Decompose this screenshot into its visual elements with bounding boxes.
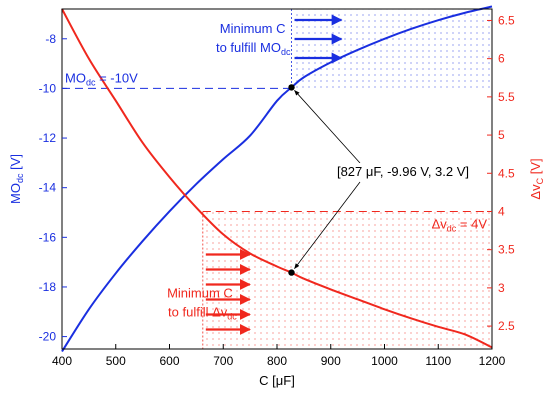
callout-arrow-lower xyxy=(294,181,361,270)
min-c-blue-line1: Minimum C xyxy=(220,21,286,36)
left-tick-label: -18 xyxy=(39,280,57,294)
x-tick-label: 900 xyxy=(321,354,341,368)
x-axis-label: C [μF] xyxy=(259,373,295,388)
series-line-dv xyxy=(61,8,493,349)
red-feasible-region xyxy=(202,211,492,349)
blue-feasible-region xyxy=(291,9,492,89)
right-tick-label: 5 xyxy=(498,128,505,142)
x-tick-label: 400 xyxy=(52,354,72,368)
left-tick-label: -12 xyxy=(39,131,57,145)
point-label-background xyxy=(345,163,461,181)
mo-threshold-label: MOdc = -10V xyxy=(65,70,138,87)
right-tick-label: 6.5 xyxy=(498,13,515,27)
x-tick-label: 1100 xyxy=(425,354,451,368)
left-axis-ticks: -20 -18 -16 -14 -12 -10 -8 xyxy=(39,32,67,344)
x-tick-label: 1200 xyxy=(479,354,506,368)
right-tick-label: 4 xyxy=(498,204,505,218)
left-tick-label: -14 xyxy=(39,181,57,195)
min-c-red-line2: to fulfill Δvdc xyxy=(168,304,237,321)
red-arrows xyxy=(205,248,251,335)
right-tick-label: 4.5 xyxy=(498,166,515,180)
x-tick-label: 600 xyxy=(159,354,179,368)
dv-threshold-label: Δvdc = 4V xyxy=(432,216,488,233)
right-tick-label: 6 xyxy=(498,52,505,66)
right-axis-ticks: 2.5 3 3.5 4 4.5 5 5.5 6 6.5 xyxy=(487,13,515,333)
x-tick-label: 700 xyxy=(213,354,233,368)
right-tick-label: 3.5 xyxy=(498,243,515,257)
left-tick-label: -8 xyxy=(45,32,56,46)
x-tick-label: 800 xyxy=(267,354,287,368)
min-c-red-line1: Minimum C xyxy=(167,285,233,300)
series-line-mo xyxy=(61,5,493,353)
right-tick-label: 3 xyxy=(498,281,505,295)
right-tick-label: 2.5 xyxy=(498,319,515,333)
point-dv xyxy=(288,269,295,276)
min-c-blue-line2: to fulfill MOdc xyxy=(216,40,291,57)
x-tick-label: 1000 xyxy=(371,354,398,368)
point-mo xyxy=(288,84,295,91)
left-axis-label: MOdc [V] xyxy=(8,154,25,204)
callout-arrow-upper xyxy=(294,90,361,164)
x-tick-label: 500 xyxy=(106,354,126,368)
x-axis-ticks: 400 500 600 700 800 900 1000 1100 1200 xyxy=(52,344,506,368)
blue-arrows xyxy=(294,14,343,64)
right-axis-label: ΔvC [V] xyxy=(528,158,545,199)
left-tick-label: -10 xyxy=(39,81,57,95)
left-tick-label: -16 xyxy=(39,230,57,244)
point-label: [827 μF, -9.96 V, 3.2 V] xyxy=(337,164,469,179)
left-tick-label: -20 xyxy=(39,330,57,344)
right-tick-label: 5.5 xyxy=(498,90,515,104)
